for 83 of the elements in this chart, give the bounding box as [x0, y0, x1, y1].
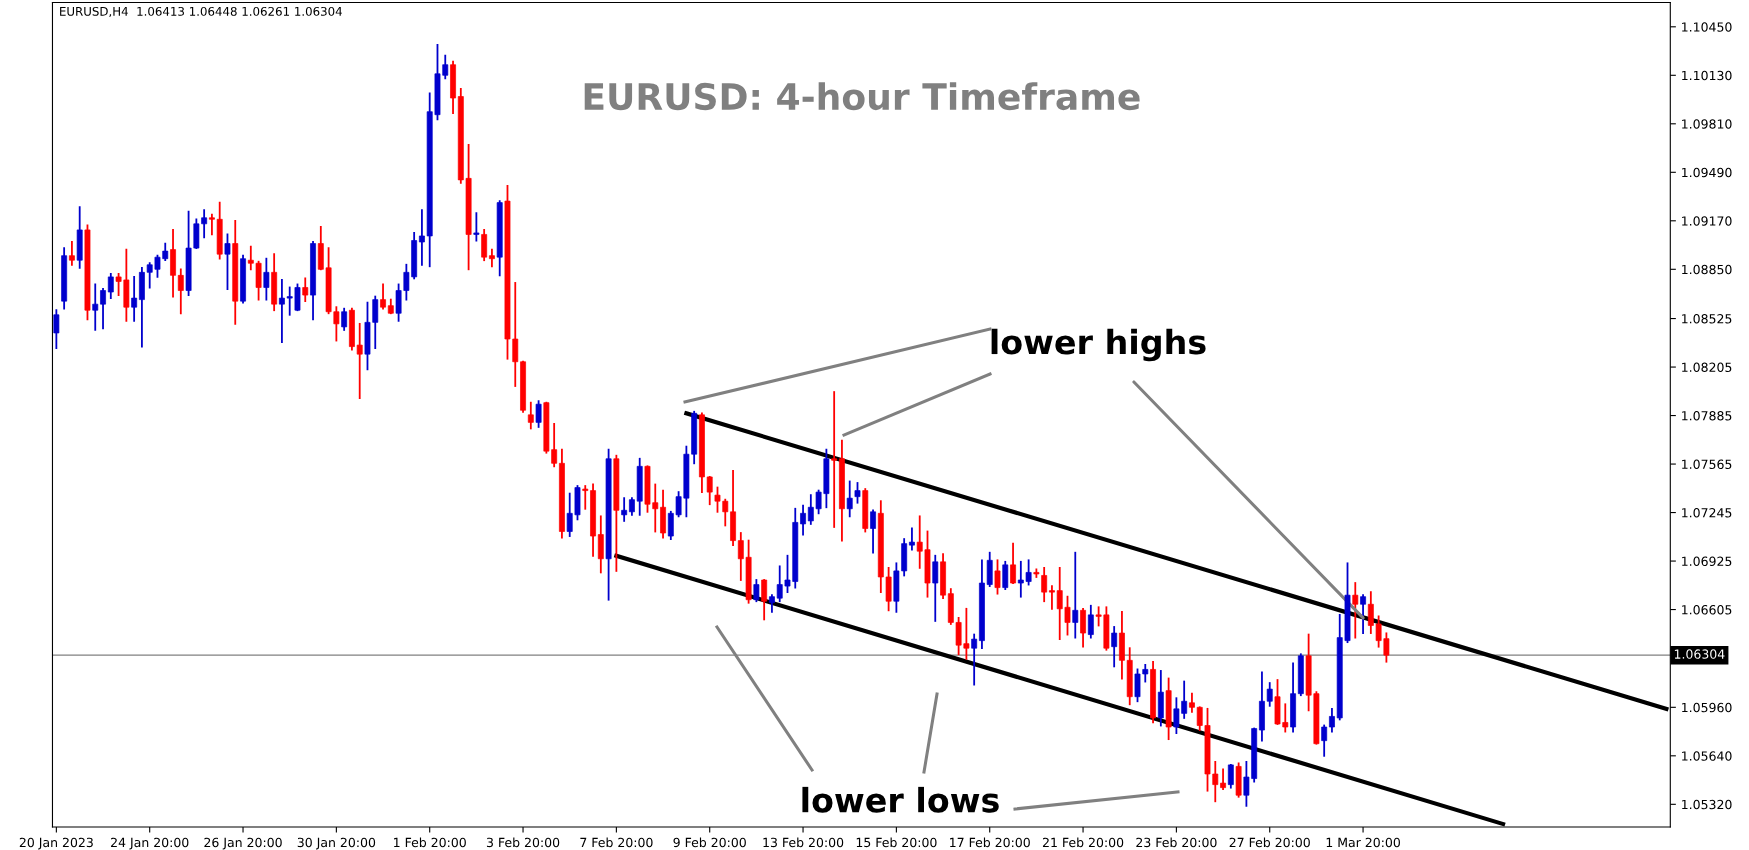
- candlestick: [263, 257, 270, 301]
- candlestick: [1033, 568, 1040, 578]
- annotation: EURUSD,H4 1.06413 1.06448 1.06261 1.06304: [60, 6, 342, 18]
- candlestick: [870, 509, 876, 554]
- candlestick: [932, 554, 939, 622]
- candlestick: [1010, 542, 1016, 584]
- candlestick: [909, 527, 915, 551]
- x-tick-label: 27 Feb 20:00: [1229, 837, 1310, 848]
- candlestick: [1329, 707, 1335, 733]
- candlestick: [100, 288, 106, 330]
- y-tick-label: 1.07565: [1682, 459, 1732, 469]
- candlestick: [224, 233, 231, 290]
- candlestick: [800, 504, 806, 536]
- text: EURUSD: 4-hour Timeframe: [584, 82, 1140, 111]
- candlestick: [1072, 551, 1079, 639]
- candlestick: [582, 485, 589, 510]
- candlestick: [1111, 626, 1118, 668]
- x-tick-label: 17 Feb 20:00: [950, 837, 1030, 848]
- x-tick-label: 7 Feb 20:00: [580, 837, 653, 848]
- candlestick: [1360, 594, 1366, 634]
- candlestick: [1352, 582, 1359, 639]
- candlestick: [69, 241, 75, 266]
- candlestick: [481, 228, 488, 262]
- candlestick: [489, 248, 495, 268]
- x-tick-label: 20 Jan 2023: [19, 837, 93, 850]
- candlestick: [53, 309, 60, 350]
- candlestick: [1041, 566, 1048, 603]
- x-tick-label: 15 Feb 20:00: [856, 837, 937, 848]
- candlestick: [846, 480, 853, 518]
- candlestick: [831, 391, 838, 528]
- candlestick: [854, 482, 861, 504]
- y-tick-label: 1.09170: [1682, 216, 1732, 226]
- x-tick-label: 1 Feb 20:00: [394, 837, 466, 848]
- y-tick-label: 1.08850: [1682, 264, 1732, 275]
- candlestick: [1189, 692, 1195, 713]
- candlestick: [1087, 604, 1094, 639]
- y-tick-label: 1.07885: [1682, 411, 1732, 421]
- y-tick-label: 1.05640: [1682, 751, 1732, 761]
- y-tick-label: 1.06925: [1682, 556, 1732, 566]
- candlestick: [994, 559, 1001, 595]
- y-tick-label: 1.08525: [1682, 314, 1732, 324]
- y-tick-label: 1.09810: [1682, 119, 1732, 129]
- ref-line-label: 1.06304: [1674, 649, 1725, 659]
- candlestick: [302, 277, 309, 303]
- candlestick: [1266, 682, 1273, 707]
- x-tick-label: 26 Jan 20:00: [204, 837, 282, 850]
- candlestick: [1220, 768, 1226, 791]
- annotation: lower lows: [802, 786, 999, 813]
- candlestick: [527, 401, 534, 430]
- candlestick: [92, 283, 99, 331]
- y-tick-label: 1.07245: [1682, 508, 1732, 518]
- candlestick: [1080, 607, 1086, 648]
- candlestick: [380, 283, 386, 310]
- x-tick-label: 3 Feb 20:00: [486, 837, 560, 848]
- x-tick-label: 13 Feb 20:00: [763, 837, 844, 848]
- candlestick: [753, 579, 760, 603]
- x-tick-label: 1 Mar 20:00: [1326, 837, 1400, 848]
- y-tick-label: 1.05320: [1682, 799, 1732, 810]
- candlestick: [535, 400, 542, 428]
- candlestick: [1321, 724, 1328, 757]
- x-tick-label: 30 Jan 20:00: [297, 837, 376, 850]
- candlestick: [1049, 585, 1055, 610]
- annotation: lower highs: [991, 328, 1206, 362]
- x-tick-label: 23 Feb 20:00: [1136, 837, 1217, 848]
- candlestick: [473, 212, 480, 242]
- candlestick: [107, 272, 114, 300]
- y-tick-label: 1.08205: [1682, 362, 1732, 372]
- x-tick-label: 9 Feb 20:00: [673, 837, 746, 848]
- y-tick-label: 1.05960: [1682, 702, 1732, 713]
- candlestick: [1227, 764, 1234, 789]
- candlestick: [1002, 560, 1009, 591]
- candlestick: [971, 633, 978, 686]
- y-tick-label: 1.10450: [1682, 22, 1732, 32]
- y-tick-label: 1.09490: [1682, 167, 1732, 178]
- candlestick: [177, 268, 184, 315]
- y-tick-label: 1.10130: [1682, 70, 1732, 81]
- candlestick: [621, 497, 628, 522]
- x-tick-label: 21 Feb 20:00: [1042, 837, 1124, 848]
- candlestick: [761, 579, 768, 621]
- y-tick-label: 1.06605: [1682, 605, 1732, 615]
- x-tick-label: 24 Jan 20:00: [111, 837, 189, 850]
- candlestick: [341, 307, 348, 331]
- candlestick: [131, 275, 138, 322]
